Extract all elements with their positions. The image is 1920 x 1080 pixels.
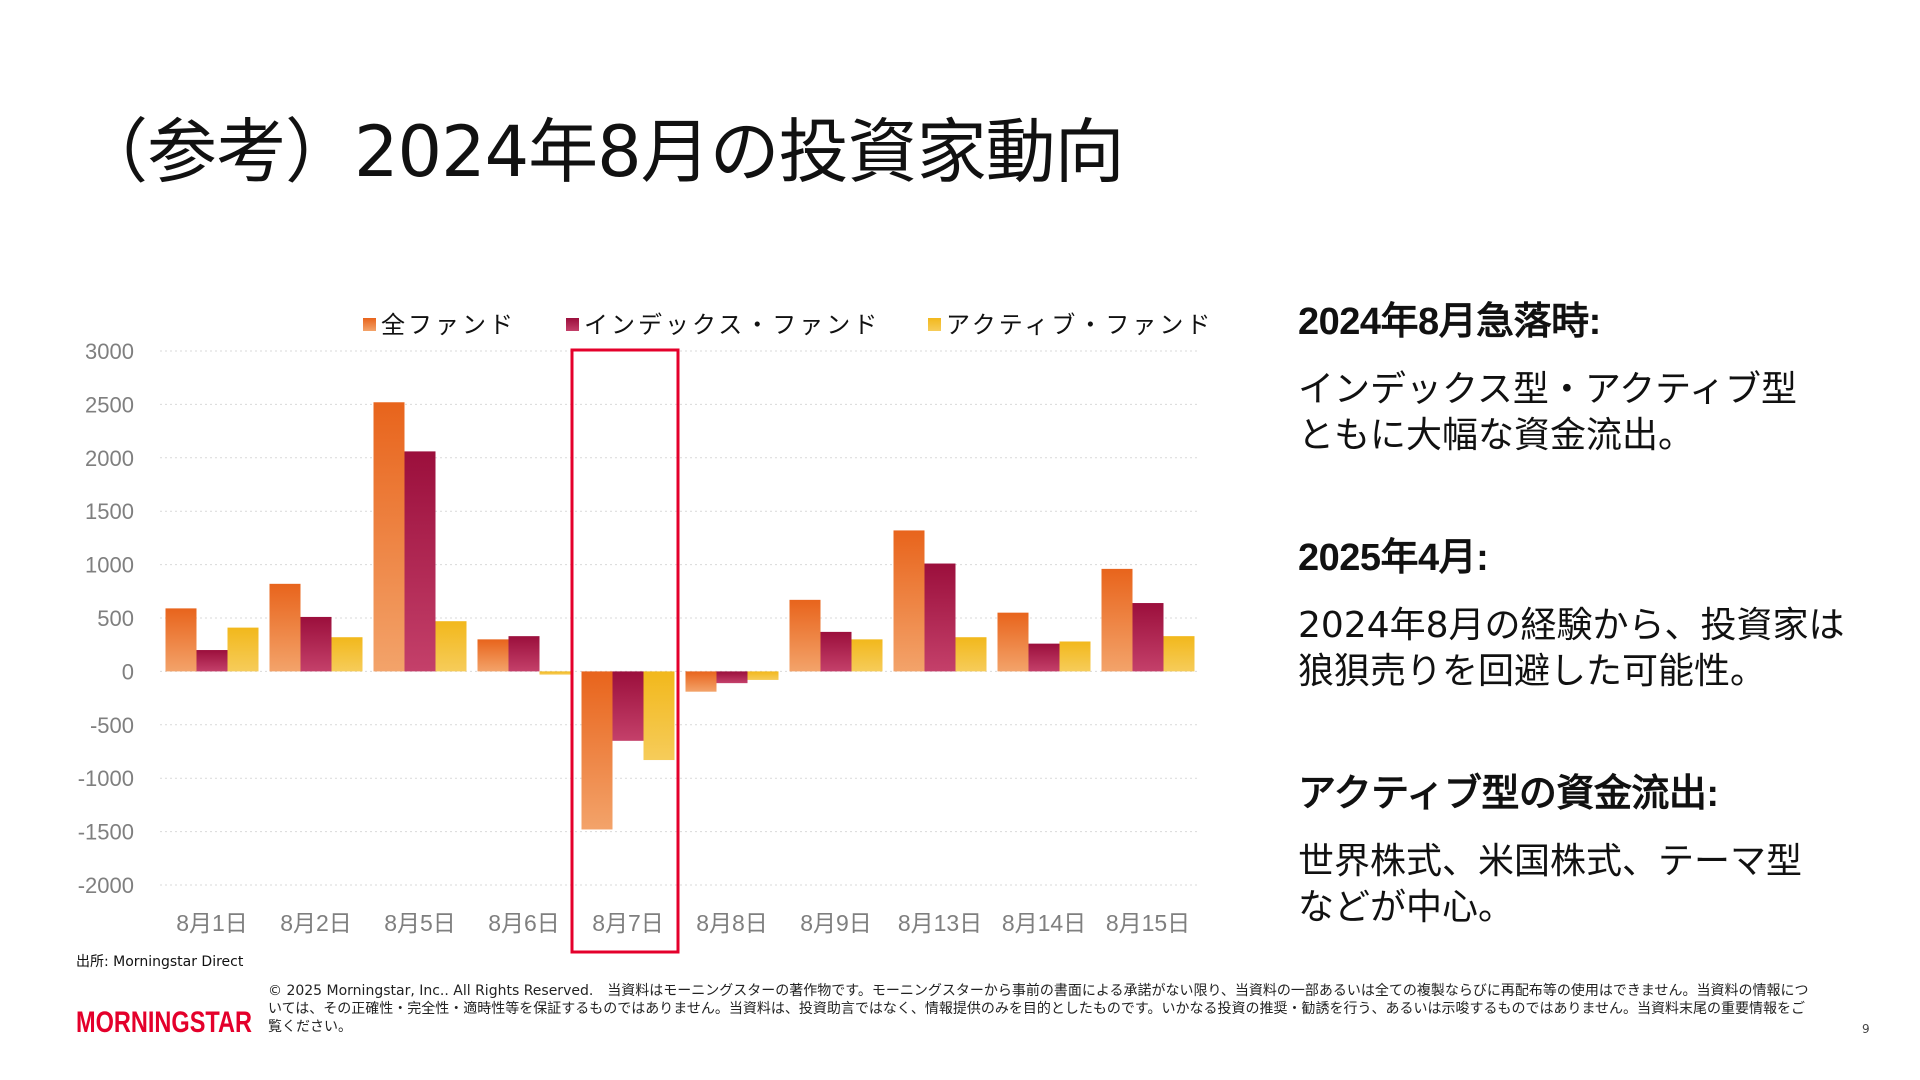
x-tick-label: 8月1日 [176,910,248,936]
bar-active-4 [643,671,675,761]
bar-index-8 [1028,643,1060,672]
source-note: 出所: Morningstar Direct [76,954,244,970]
y-tick-label: 500 [97,606,134,631]
bar-index-0 [196,650,228,672]
bar-active-3 [539,671,571,675]
bar-index-5 [716,671,748,684]
commentary-aug-2024: 2024年8月急落時: インデックス型・アクティブ型 ともに大幅な資金流出。 [1298,290,1898,459]
bar-all-8 [997,612,1029,672]
x-tick-label: 8月7日 [592,910,664,936]
x-tick-label: 8月2日 [280,910,352,936]
y-tick-label: 2000 [85,446,134,471]
commentary-body: インデックス型・アクティブ型 ともに大幅な資金流出。 [1298,369,1797,456]
y-axis-ticks: 3000 2500 2000 1500 1000 500 0 -500 -1000 -1500 -2… [78,339,134,898]
bar-index-2 [404,451,436,672]
commentary-apr-2025: 2025年4月: 2024年8月の経験から、投資家は 狼狽売りを回避した可能性。 [1298,526,1898,695]
bar-all-6 [789,599,821,672]
y-tick-label: 1500 [85,499,134,524]
bar-index-3 [508,636,540,672]
svg-text:MORNINGSTAR: MORNINGSTAR [76,1006,252,1038]
x-tick-label: 8月8日 [696,910,768,936]
bar-all-4 [581,671,613,830]
legend-label: 全ファンド [381,311,516,339]
grid-lines [160,350,1200,886]
y-tick-label: 2500 [85,392,134,417]
commentary-heading: アクティブ型の資金流出: [1298,773,1719,815]
legend-swatch [928,318,941,331]
bar-active-1 [331,637,363,672]
legend-label: アクティブ・ファンド [946,311,1213,339]
bar-active-8 [1059,641,1091,672]
bar-all-0 [165,608,197,672]
y-tick-label: 1000 [85,553,134,578]
x-tick-label: 8月13日 [898,910,982,936]
x-tick-label: 8月15日 [1106,910,1190,936]
slide-title: （参考）2024年8月の投資家動向 [78,111,1125,193]
bar-active-5 [747,671,779,680]
bar-index-7 [924,563,956,672]
commentary-active-outflow: アクティブ型の資金流出: 世界株式、米国株式、テーマ型 などが中心。 [1298,762,1898,931]
x-axis-ticks: 8月1日 8月2日 8月5日 8月6日 8月7日 8月8日 8月9日 8月13日 8月14日 8月… [176,910,1190,936]
bar-index-6 [820,631,852,672]
bars [165,402,1195,830]
x-tick-label: 8月9日 [800,910,872,936]
y-tick-label: -2000 [78,873,134,898]
bar-index-4 [612,671,644,741]
commentary-body: 世界株式、米国株式、テーマ型 などが中心。 [1298,841,1803,928]
legend-label: インデックス・ファンド [584,311,880,339]
chart-legend: 全ファンド インデックス・ファンド アクティブ・ファンド [363,311,1213,339]
bar-all-9 [1101,568,1133,672]
bar-all-7 [893,530,925,672]
legend-swatch [363,318,376,331]
y-tick-label: -1000 [78,766,134,791]
bar-index-1 [300,616,332,672]
commentary-body: 2024年8月の経験から、投資家は 狼狽売りを回避した可能性。 [1298,605,1845,692]
x-tick-label: 8月5日 [384,910,456,936]
commentary-heading: 2025年4月: [1298,537,1489,579]
bar-index-9 [1132,603,1164,672]
bar-active-0 [227,627,259,672]
morningstar-logo: MORNINGSTAR [76,1006,252,1038]
commentary-heading: 2024年8月急落時: [1298,301,1601,343]
bar-all-5 [685,671,717,692]
x-tick-label: 8月6日 [488,910,560,936]
y-tick-label: -1500 [78,820,134,845]
bar-all-3 [477,639,509,672]
bar-active-2 [435,621,467,672]
y-tick-label: -500 [90,713,134,738]
copyright-notice: © 2025 Morningstar, Inc.. All Rights Res… [268,983,1809,1035]
legend-swatch [566,318,579,331]
bar-all-2 [373,402,405,672]
bar-active-6 [851,639,883,672]
highlight-box-aug7 [570,348,680,954]
y-tick-label: 0 [122,659,134,684]
page-number: 9 [1862,1022,1870,1036]
bar-all-1 [269,583,301,672]
y-tick-label: 3000 [85,339,134,364]
bar-active-7 [955,637,987,672]
bar-active-9 [1163,636,1195,672]
x-tick-label: 8月14日 [1002,910,1086,936]
